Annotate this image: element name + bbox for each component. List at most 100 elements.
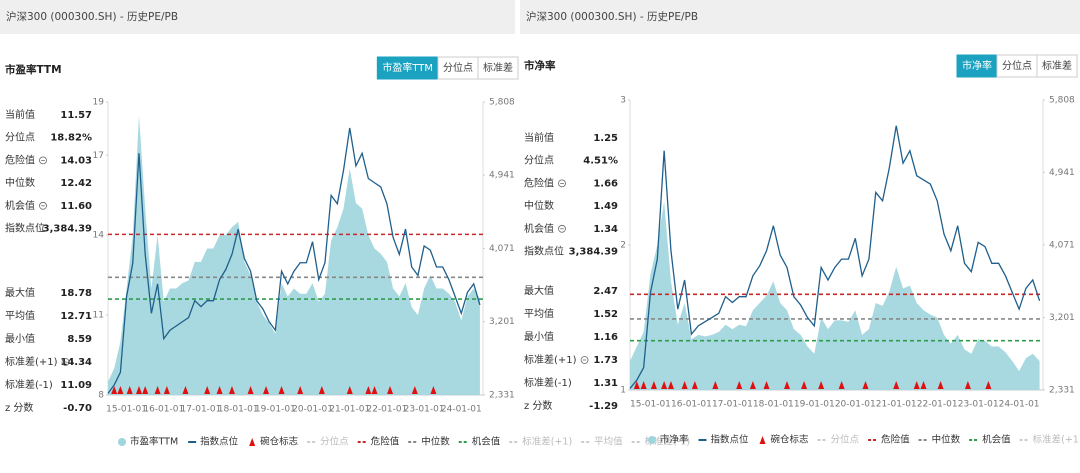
signal-marker: [681, 381, 688, 389]
legend-label[interactable]: 指数点位: [200, 436, 239, 448]
tab-button[interactable]: [1036, 54, 1078, 78]
signal-marker: [247, 386, 254, 394]
x-tick-label: 20-01-01: [292, 405, 333, 415]
signal-marker: [712, 381, 719, 389]
signal-marker: [297, 386, 304, 394]
stat-label: 机会值: [524, 222, 554, 235]
stat-value: -1.29: [589, 401, 618, 412]
tab-button[interactable]: [477, 56, 519, 80]
y2-tick-label: 4,071: [489, 244, 515, 254]
legend-label[interactable]: 中位数: [932, 434, 961, 446]
legend-label[interactable]: 市盈率TTM: [130, 436, 178, 448]
x-tick-label: 22-01-01: [366, 405, 407, 415]
y2-tick-label: 2,331: [489, 391, 515, 401]
x-tick-label: 22-01-01: [917, 400, 958, 410]
legend-label[interactable]: 机会值: [982, 434, 1011, 446]
stat-value: 1.73: [593, 355, 618, 366]
stat-label: 中位数: [5, 176, 35, 189]
y-tick-label: 14: [93, 231, 105, 241]
x-tick-label: 16-01-01: [143, 405, 184, 415]
stat-label: 标准差(-1): [5, 378, 53, 391]
x-tick-label: 18-01-01: [753, 400, 794, 410]
y2-tick-label: 3,201: [1049, 313, 1075, 323]
legend-label[interactable]: 危险值: [881, 434, 910, 446]
signal-marker: [135, 386, 142, 394]
stat-label: 危险值: [524, 176, 554, 189]
signal-marker: [430, 386, 437, 394]
stat-value: 1.49: [593, 201, 618, 212]
y2-tick-label: 3,201: [489, 317, 515, 327]
stat-value: 18.78: [60, 288, 92, 299]
legend-label[interactable]: 分位点: [831, 434, 860, 446]
tab-button-label[interactable]: 分位点: [1002, 59, 1032, 72]
x-tick-label: 24-01-01: [999, 400, 1040, 410]
stat-value: 12.42: [60, 178, 92, 189]
stat-label: 分位点: [524, 154, 554, 167]
stat-label: 最大值: [5, 286, 35, 299]
tab-button-label[interactable]: 市净率: [962, 59, 992, 72]
legend-label[interactable]: 市净率: [660, 434, 689, 446]
y-tick-label: 17: [93, 151, 104, 161]
stat-value: 11.57: [60, 110, 92, 121]
section-title: 市净率: [524, 59, 556, 72]
stat-value: 1.34: [593, 224, 618, 235]
stat-label: 中位数: [524, 199, 554, 212]
y2-tick-label: 5,808: [489, 98, 515, 108]
x-tick-label: 23-01-01: [404, 405, 445, 415]
signal-marker: [371, 386, 378, 394]
legend-label[interactable]: 中位数: [421, 436, 450, 448]
tab-button-label[interactable]: 分位点: [443, 61, 473, 74]
stat-value: 2.47: [593, 286, 618, 297]
pe-area: [630, 201, 1040, 390]
legend-label[interactable]: 平均值: [594, 436, 623, 448]
legend-symbol: [249, 438, 256, 446]
legend-label[interactable]: 标准差(+1): [1033, 434, 1080, 446]
x-tick-label: 16-01-01: [671, 400, 712, 410]
y2-tick-label: 4,941: [1049, 168, 1075, 178]
signal-marker: [142, 386, 149, 394]
signal-marker: [937, 381, 944, 389]
header-bar: [0, 0, 515, 34]
legend-label[interactable]: 机会值: [472, 436, 501, 448]
tab-button-label[interactable]: 标准差: [1042, 59, 1072, 72]
legend-label[interactable]: 碗仓标志: [260, 436, 298, 448]
stat-value: 1.52: [593, 309, 618, 320]
stat-value: 14.34: [60, 357, 92, 368]
legend-label[interactable]: 危险值: [371, 436, 400, 448]
stat-label: 标准差(+1): [524, 353, 577, 366]
stat-label: 机会值: [5, 199, 35, 212]
legend-label[interactable]: 碗仓标志: [771, 434, 809, 446]
y-tick-label: 1: [620, 386, 626, 396]
x-tick-label: 19-01-01: [255, 405, 296, 415]
signal-marker: [749, 381, 756, 389]
y2-tick-label: 5,808: [1049, 96, 1075, 106]
legend-label[interactable]: 标准差(+1): [522, 436, 572, 448]
signal-marker: [318, 386, 325, 394]
tab-button-label[interactable]: 标准差: [483, 61, 513, 74]
signal-marker: [838, 381, 845, 389]
info-icon: [558, 224, 566, 233]
signal-marker: [920, 381, 927, 389]
legend-label[interactable]: 分位点: [320, 436, 349, 448]
stat-label: 危险值: [5, 153, 35, 166]
legend-label[interactable]: 标准差(-1): [645, 436, 690, 448]
stat-value: -0.70: [63, 403, 92, 414]
signal-marker: [387, 386, 394, 394]
signal-marker: [346, 386, 353, 394]
stat-value: 18.82%: [50, 133, 92, 144]
y-tick-label: 11: [93, 311, 104, 321]
stat-label: 最小值: [5, 332, 35, 345]
stat-value: 4.51%: [583, 156, 618, 167]
stat-value: 3,384.39: [43, 224, 92, 235]
signal-marker: [640, 381, 647, 389]
signal-marker: [365, 386, 372, 394]
stat-value: 3,384.39: [569, 247, 618, 258]
tab-button-label[interactable]: 市盈率TTM: [382, 61, 433, 74]
signal-marker: [964, 381, 971, 389]
stat-value: 1.66: [593, 178, 618, 189]
legend-label[interactable]: 指数点位: [711, 434, 750, 446]
y2-tick-label: 4,941: [489, 171, 515, 181]
x-tick-label: 15-01-01: [106, 405, 147, 415]
signal-marker: [667, 381, 674, 389]
